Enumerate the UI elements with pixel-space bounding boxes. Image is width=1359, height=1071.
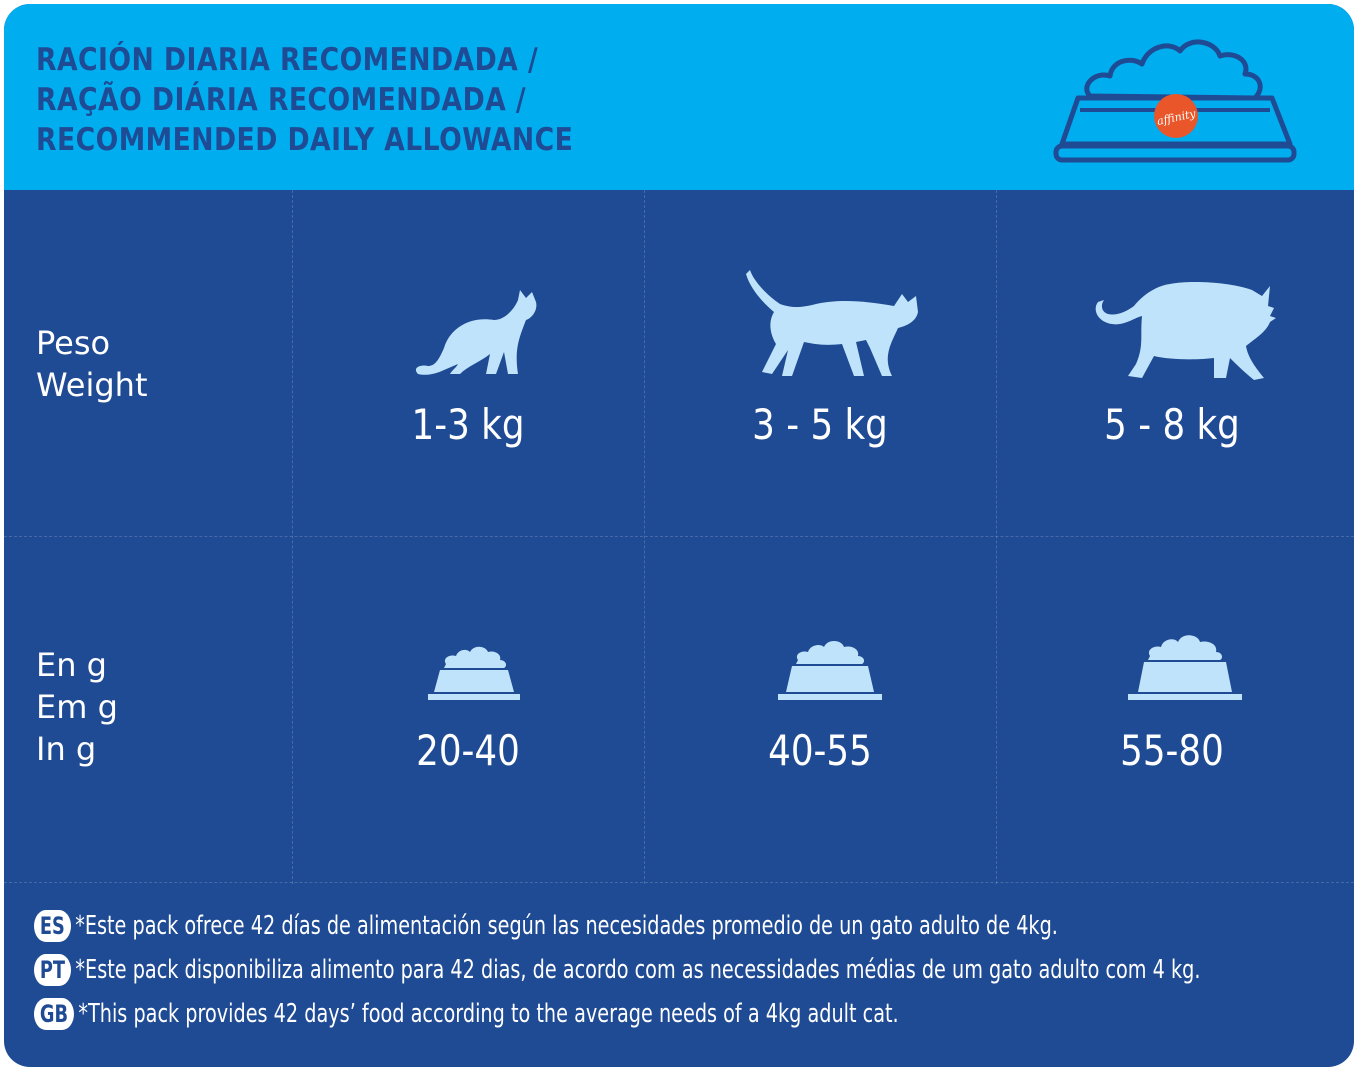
- weight-row-label: Peso Weight: [36, 322, 147, 406]
- language-badge-gb: GB: [34, 998, 74, 1030]
- large-food-bowl-icon: [1128, 635, 1242, 700]
- feeding-guide-card: RACIÓN DIARIA RECOMENDADA / RAÇÃO DIÁRIA…: [4, 4, 1354, 1067]
- footnote-es: ES *Este pack ofrece 42 días de alimentac…: [34, 910, 1058, 942]
- weight-label-es: Peso: [36, 324, 111, 362]
- footnote-text-pt: *Este pack disponibiliza alimento para 4…: [75, 955, 1201, 985]
- medium-cat-walking-icon: [746, 270, 918, 376]
- small-cat-sitting-icon: [415, 290, 537, 375]
- affinity-badge: [1154, 94, 1198, 138]
- footnote-text-gb: *This pack provides 42 days’ food accord…: [78, 999, 899, 1029]
- grams-value-small: 20-40: [416, 726, 520, 775]
- weight-value-medium: 3 - 5 kg: [752, 400, 888, 449]
- title-portuguese: RAÇÃO DIÁRIA RECOMENDADA /: [36, 82, 527, 118]
- row-divider: [4, 536, 1354, 538]
- header-banner: RACIÓN DIARIA RECOMENDADA / RAÇÃO DIÁRIA…: [4, 4, 1354, 190]
- food-bowl-logo-icon: affinity: [1053, 39, 1297, 163]
- weight-value-large: 5 - 8 kg: [1104, 400, 1240, 449]
- grams-label-en: In g: [36, 730, 97, 768]
- grams-value-medium: 40-55: [768, 726, 872, 775]
- title-spanish: RACIÓN DIARIA RECOMENDADA /: [36, 42, 539, 78]
- footnote-text-es: *Este pack ofrece 42 días de alimentació…: [75, 911, 1058, 941]
- weight-label-en: Weight: [36, 366, 148, 404]
- language-badge-pt: PT: [34, 954, 71, 986]
- small-food-bowl-icon: [428, 646, 520, 700]
- column-divider: [644, 190, 646, 884]
- title-english: RECOMMENDED DAILY ALLOWANCE: [36, 122, 574, 158]
- column-divider: [996, 190, 998, 884]
- footnote-gb: GB *This pack provides 42 days’ food acco…: [34, 998, 899, 1030]
- grams-row-label: En g Em g In g: [36, 644, 118, 770]
- grams-label-pt: Em g: [36, 688, 118, 726]
- footnote-pt: PT *Este pack disponibiliza alimento para…: [34, 954, 1201, 986]
- column-divider: [292, 190, 294, 884]
- grams-label-es: En g: [36, 646, 107, 684]
- row-divider: [4, 882, 1354, 884]
- weight-value-small: 1-3 kg: [411, 400, 525, 449]
- large-cat-walking-icon: [1095, 282, 1276, 380]
- grams-value-large: 55-80: [1120, 726, 1224, 775]
- language-badge-es: ES: [34, 910, 71, 942]
- medium-food-bowl-icon: [778, 640, 882, 700]
